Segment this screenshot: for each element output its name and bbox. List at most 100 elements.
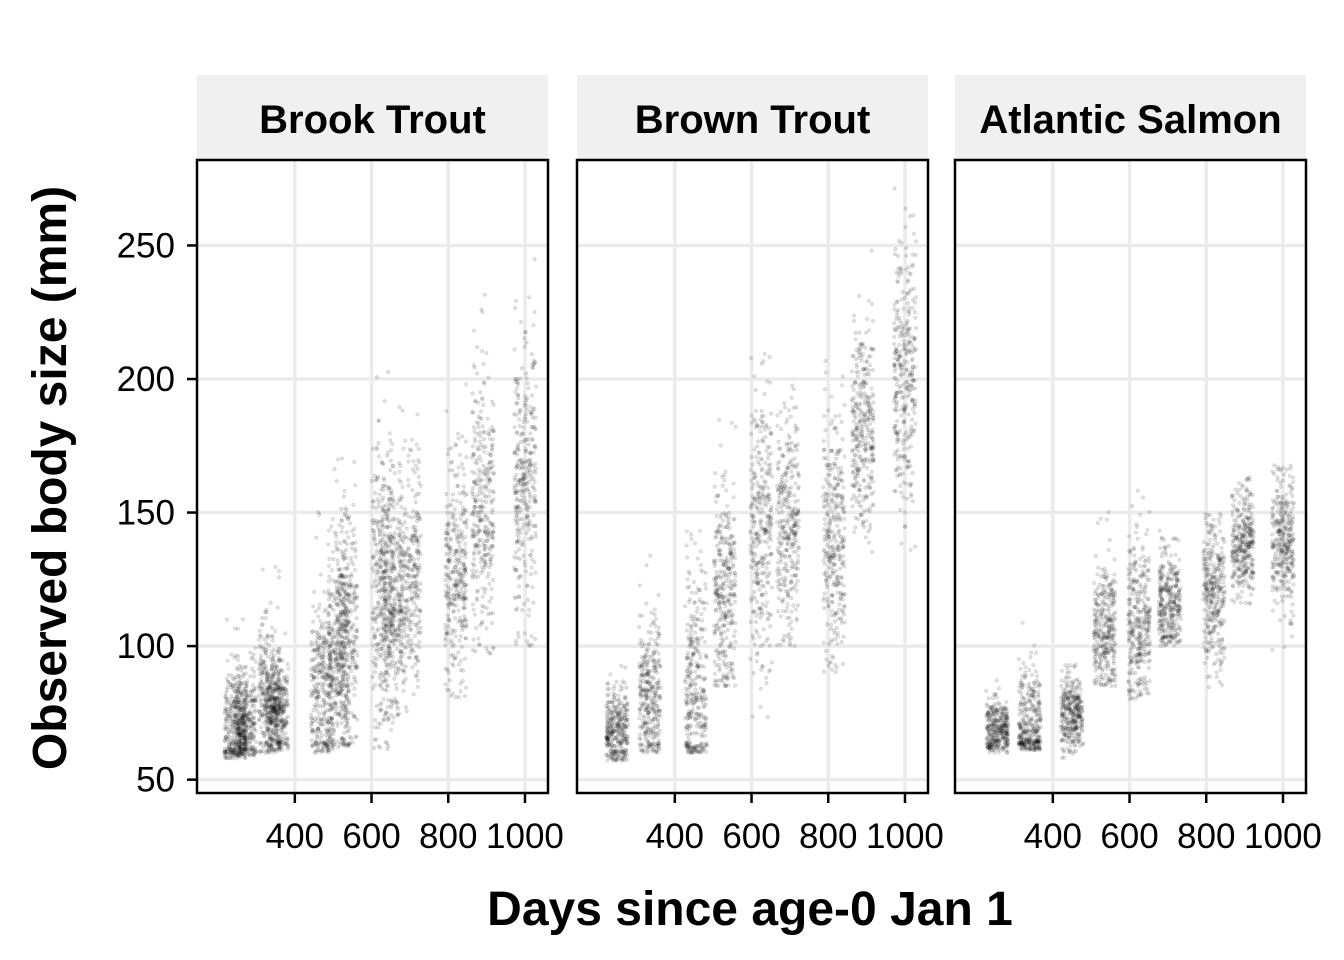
x-tick-label: 400	[266, 817, 324, 856]
data-point	[443, 643, 448, 648]
data-point	[378, 702, 383, 707]
data-point	[233, 703, 238, 709]
data-point	[480, 565, 485, 570]
data-point	[453, 548, 458, 553]
data-point	[332, 467, 337, 472]
data-point	[411, 585, 416, 590]
data-point	[470, 486, 476, 491]
data-point	[349, 668, 354, 674]
data-point	[478, 415, 483, 421]
data-point	[286, 736, 291, 741]
data-point	[326, 747, 331, 753]
data-point	[688, 532, 694, 537]
data-point	[239, 733, 244, 738]
data-point	[238, 750, 243, 755]
data-point	[389, 534, 394, 540]
data-point	[446, 523, 451, 528]
data-point	[256, 637, 262, 642]
data-point	[223, 750, 228, 756]
data-point	[328, 603, 333, 608]
data-point	[238, 700, 243, 706]
data-point	[242, 733, 247, 738]
data-point	[532, 257, 537, 262]
data-point	[471, 551, 476, 557]
data-point	[606, 699, 611, 705]
data-point	[416, 556, 421, 561]
data-point	[404, 709, 409, 714]
data-point	[515, 447, 521, 452]
data-point	[391, 627, 396, 632]
data-point	[258, 688, 263, 693]
data-point	[274, 727, 279, 732]
data-point	[644, 563, 649, 568]
data-point	[397, 604, 402, 610]
data-point	[353, 554, 358, 559]
data-point	[649, 684, 655, 690]
data-point	[335, 720, 340, 725]
data-point	[252, 721, 258, 727]
data-point	[317, 602, 322, 607]
data-point	[280, 747, 285, 752]
data-point	[275, 665, 280, 670]
data-point	[471, 637, 476, 642]
data-point	[472, 612, 478, 617]
data-point	[391, 623, 396, 628]
data-point	[238, 703, 243, 709]
data-point	[397, 667, 402, 672]
data-point	[451, 528, 456, 533]
data-point	[237, 663, 242, 669]
data-point	[443, 589, 448, 594]
data-point	[477, 467, 482, 472]
data-point	[333, 660, 339, 665]
data-point	[342, 488, 347, 494]
data-point	[478, 458, 483, 463]
data-point	[328, 685, 333, 691]
data-point	[234, 711, 239, 716]
data-point	[514, 385, 520, 391]
data-point	[688, 631, 693, 636]
data-point	[489, 595, 494, 601]
data-point	[522, 487, 527, 492]
data-point	[650, 717, 655, 722]
data-point	[611, 694, 616, 700]
data-point	[385, 704, 390, 710]
data-point	[473, 482, 479, 487]
data-point	[241, 671, 246, 677]
data-point	[345, 680, 350, 685]
data-point	[318, 618, 323, 624]
data-point	[400, 408, 405, 413]
data-point	[637, 685, 642, 691]
data-point	[518, 508, 524, 513]
data-point	[337, 670, 342, 675]
data-point	[379, 487, 384, 492]
data-point	[234, 736, 240, 741]
data-point	[225, 732, 230, 737]
data-point	[237, 744, 242, 749]
data-point	[315, 695, 320, 700]
data-point	[523, 459, 528, 464]
data-point	[222, 749, 227, 754]
data-point	[343, 591, 348, 596]
data-point	[394, 579, 399, 584]
data-point	[327, 632, 332, 637]
data-point	[347, 742, 352, 747]
data-point	[491, 490, 496, 495]
data-point	[474, 457, 480, 462]
data-point	[616, 693, 621, 698]
data-point	[694, 609, 699, 614]
data-point	[519, 457, 524, 462]
data-point	[417, 480, 422, 485]
data-point	[528, 553, 533, 558]
data-point	[454, 583, 459, 589]
data-point	[638, 748, 643, 753]
data-point	[371, 536, 377, 542]
data-point	[372, 669, 378, 675]
data-point	[337, 634, 342, 639]
data-point	[257, 628, 262, 634]
data-point	[413, 530, 418, 535]
data-point	[377, 527, 383, 533]
data-point	[339, 640, 344, 645]
data-point	[376, 500, 381, 505]
data-point	[276, 575, 282, 580]
data-point	[239, 746, 244, 752]
